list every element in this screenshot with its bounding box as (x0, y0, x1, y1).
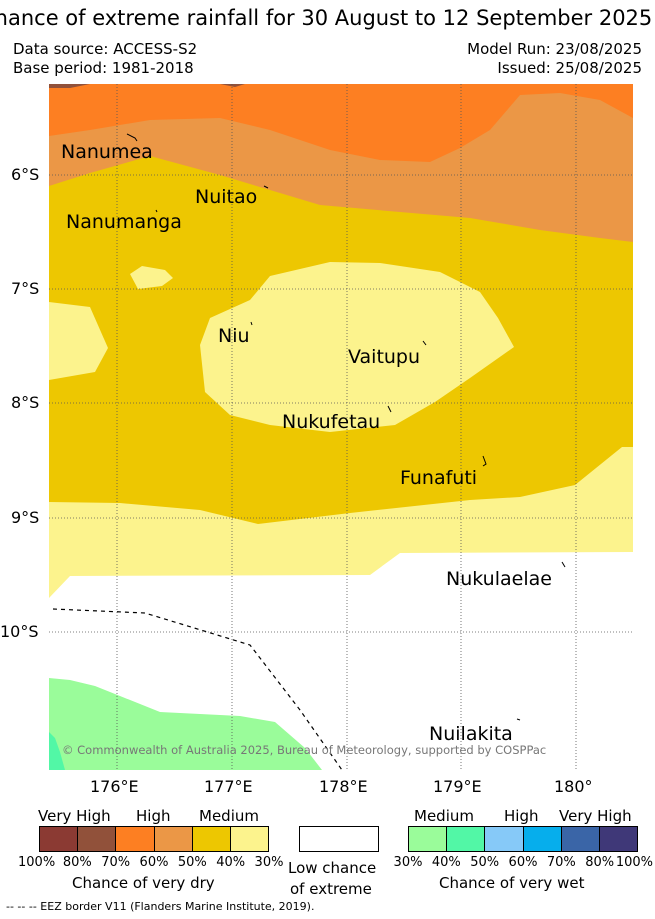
place-label-nanumea: Nanumea (61, 141, 153, 163)
dry-60-70-zone (49, 84, 633, 162)
legend-dry-swatch (77, 827, 116, 851)
legend-wet-tick: 50% (470, 855, 500, 870)
model-run: Model Run: 23/08/2025 (467, 40, 642, 58)
legend-low-label-2: of extreme (290, 880, 372, 898)
legend-dry-tick: 100% (18, 855, 56, 870)
place-label-nuilakita: Nuilakita (429, 723, 513, 745)
lon-label: 179°E (433, 777, 482, 796)
legend-dry-tick: 50% (177, 855, 207, 870)
lon-label: 176°E (90, 777, 139, 796)
island-nukulaelae (561, 561, 566, 568)
wet-40-50-zone (49, 732, 65, 770)
dry-80-100-spot (220, 84, 245, 87)
legend-wet-swatch (409, 827, 447, 851)
legend-low-chance-box (299, 826, 379, 852)
legend-wet-colorbar (408, 826, 638, 852)
issued-date: Issued: 25/08/2025 (497, 59, 642, 77)
legend-dry-tick: 40% (216, 855, 246, 870)
legend-wet-swatch (446, 827, 485, 851)
place-label-nanumanga: Nanumanga (66, 211, 182, 233)
dry-30-40-patch-small (130, 266, 173, 289)
dry-30-40-patch-center (200, 262, 514, 432)
place-label-nukulaelae: Nukulaelae (446, 568, 552, 590)
island-nuitao (263, 185, 269, 189)
legend-dry-colorbar (39, 826, 269, 852)
legend-wet-swatch (484, 827, 523, 851)
legend-dry-swatch (229, 827, 269, 851)
legend-low-label-1: Low chance (288, 859, 377, 877)
lon-label: 177°E (204, 777, 253, 796)
island-nukufetau (387, 405, 392, 413)
legend-dry-swatch (191, 827, 230, 851)
lon-label: 178°E (319, 777, 368, 796)
legend-dry-tick: 70% (101, 855, 131, 870)
legend-wet-swatch (522, 827, 561, 851)
place-label-funafuti: Funafuti (400, 467, 478, 489)
legend-wet-tick: 70% (546, 855, 576, 870)
legend-dry-tick: 80% (62, 855, 92, 870)
place-label-vaitupu: Vaitupu (348, 346, 421, 368)
island-niu (250, 321, 253, 326)
legend-wet-header: Medium (414, 807, 474, 825)
eez-border-note: -- -- -- EEZ border V11 (Flanders Marine… (6, 900, 315, 913)
lat-label: 7°S (11, 279, 40, 298)
lat-label: 10°S (0, 622, 39, 641)
legend-wet-tick: 60% (508, 855, 538, 870)
island-nanumea (126, 133, 138, 142)
legend-wet-tick: 80% (585, 855, 615, 870)
lat-label: 6°S (11, 165, 40, 184)
legend-dry-label: Chance of very dry (72, 874, 215, 892)
legend-wet-tick: 30% (393, 855, 423, 870)
legend-dry-swatch (115, 827, 154, 851)
place-label-niu: Niu (218, 325, 250, 347)
legend-wet-tick: 100% (615, 855, 653, 870)
copyright-note: © Commonwealth of Australia 2025, Bureau… (62, 743, 547, 757)
legend-dry-tick: 60% (139, 855, 169, 870)
place-label-nuitao: Nuitao (195, 186, 258, 208)
island-funafuti (482, 455, 487, 467)
legend-wet-label: Chance of very wet (439, 874, 585, 892)
dry-80-100-spot (49, 84, 90, 88)
legend-dry-swatch (40, 827, 78, 851)
dry-30-40-patch-west (49, 302, 108, 380)
legend-wet-swatch (560, 827, 599, 851)
legend-wet-tick: 40% (431, 855, 461, 870)
legend-wet-swatch (598, 827, 638, 851)
legend-wet-header: High (504, 807, 539, 825)
legend-dry-tick: 30% (254, 855, 284, 870)
eez-border (52, 608, 343, 770)
lat-label: 9°S (11, 508, 40, 527)
page-title: Chance of extreme rainfall for 30 August… (0, 6, 653, 30)
legend-dry-header: Medium (199, 807, 259, 825)
legend-dry-swatch (153, 827, 192, 851)
data-source: Data source: ACCESS-S2 (13, 40, 198, 58)
island-nuilakita (516, 718, 521, 721)
lon-label: 180° (554, 777, 593, 796)
place-label-nukufetau: Nukufetau (282, 411, 381, 433)
legend-wet-header: Very High (559, 807, 632, 825)
legend-dry-header: Very High (38, 807, 111, 825)
legend-dry-header: High (136, 807, 171, 825)
base-period: Base period: 1981-2018 (13, 59, 194, 77)
island-nanumanga (155, 209, 158, 213)
island-vaitupu (422, 340, 427, 346)
lat-label: 8°S (11, 393, 40, 412)
